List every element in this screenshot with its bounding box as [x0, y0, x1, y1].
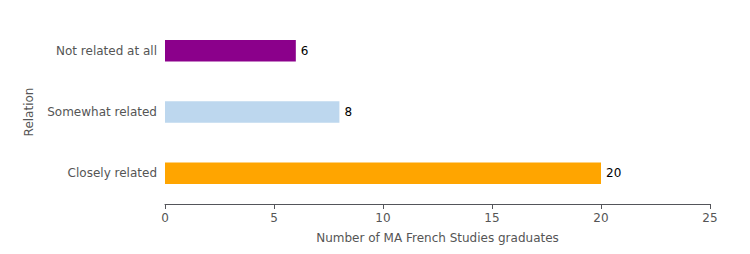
- svg-text:Not related at all: Not related at all: [56, 44, 157, 58]
- svg-text:6: 6: [301, 44, 309, 58]
- svg-text:5: 5: [270, 211, 278, 225]
- svg-text:25: 25: [702, 211, 717, 225]
- svg-text:Number of MA French Studies gr: Number of MA French Studies graduates: [316, 231, 559, 245]
- svg-text:8: 8: [344, 105, 352, 119]
- svg-text:20: 20: [606, 166, 621, 180]
- svg-text:15: 15: [484, 211, 499, 225]
- svg-text:Somewhat related: Somewhat related: [47, 105, 157, 119]
- svg-text:20: 20: [593, 211, 608, 225]
- svg-text:10: 10: [375, 211, 390, 225]
- svg-text:Relation: Relation: [22, 88, 36, 137]
- svg-text:0: 0: [161, 211, 169, 225]
- svg-text:Closely related: Closely related: [68, 166, 157, 180]
